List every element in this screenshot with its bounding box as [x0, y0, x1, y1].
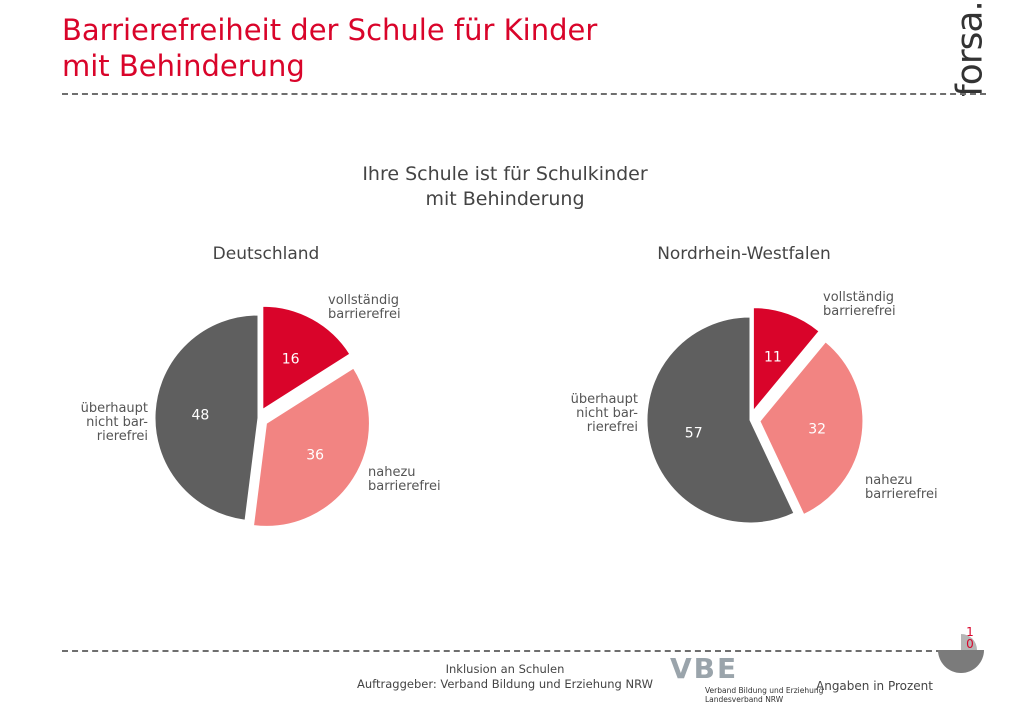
pie-category-label-line: rierefrei — [587, 420, 638, 435]
pie-category-label: vollständig barrierefrei — [823, 290, 896, 319]
chart-title-line-2: mit Behinderung — [425, 188, 585, 210]
pie-category-label-line: barrierefrei — [328, 307, 401, 322]
pie-category-label-line: rierefrei — [97, 429, 148, 444]
pie-category-label-line: nahezu — [368, 465, 416, 480]
vbe-logo-subtitle-2: Landesverband NRW — [705, 695, 784, 704]
vbe-logo-subtitle-1: Verband Bildung und Erziehung — [705, 686, 824, 695]
pie-category-label: überhaupt nicht bar-rierefrei — [571, 392, 639, 435]
pie-value-label: 11 — [764, 349, 782, 365]
pie-slice — [154, 314, 259, 521]
pie-slice — [252, 367, 370, 527]
vbe-logo-subtitle: Verband Bildung und Erziehung Landesverb… — [705, 686, 823, 704]
pie-category-label-line: barrierefrei — [865, 487, 938, 502]
pie-category-label-line: überhaupt — [571, 392, 638, 407]
pie-value-label: 48 — [192, 407, 210, 423]
pie-value-label: 57 — [685, 426, 703, 442]
vbe-logo-letters: VBE — [670, 652, 739, 685]
page-title-line-2: mit Behinderung — [62, 49, 305, 83]
pie-category-label: nahezu barrierefrei — [865, 473, 938, 502]
pie-category-label-line: barrierefrei — [368, 479, 441, 494]
footer-note: Angaben in Prozent — [816, 679, 933, 693]
pie-slice — [759, 341, 864, 516]
pie-subtitle: Nordrhein-Westfalen — [657, 244, 831, 264]
page-number: 1 0 — [963, 626, 977, 650]
pie-category-label-line: nicht bar- — [86, 415, 148, 430]
pie-category-label: überhaupt nicht bar-rierefrei — [81, 401, 149, 444]
page-title-line-1: Barrierefreiheit der Schule für Kinder — [62, 13, 598, 47]
page-number-ornament — [938, 634, 984, 673]
ornament-lower — [938, 650, 984, 673]
page-number-digit-1: 1 — [966, 625, 974, 639]
pie-slice — [646, 316, 795, 524]
pie-value-label: 16 — [282, 352, 300, 368]
page-number-digit-2: 0 — [966, 637, 974, 651]
pie-category-label: vollständig barrierefrei — [328, 293, 401, 322]
pie-category-label: nahezu barrierefrei — [368, 465, 441, 494]
vbe-logo: VBE Verband Bildung und Erziehung Landes… — [670, 652, 823, 708]
page-title: Barrierefreiheit der Schule für Kinder m… — [62, 12, 597, 84]
chart-title-line-1: Ihre Schule ist für Schulkinder — [362, 163, 648, 185]
pie-slice — [262, 305, 351, 411]
pie-value-label: 32 — [808, 421, 826, 437]
pie-slice — [752, 307, 820, 412]
pie-subtitle: Deutschland — [213, 244, 320, 264]
header-divider — [62, 93, 986, 95]
chart-title: Ihre Schule ist für Schulkinder mit Behi… — [280, 162, 730, 212]
pie-category-label-line: vollständig — [328, 293, 399, 308]
footer-info: Inklusion an Schulen Auftraggeber: Verba… — [340, 662, 670, 692]
footer-divider — [62, 650, 942, 652]
footer-line-1: Inklusion an Schulen — [445, 662, 565, 676]
pie-category-label-line: nicht bar- — [576, 406, 638, 421]
ornament-upper — [961, 634, 977, 650]
pie-category-label-line: nahezu — [865, 473, 913, 488]
footer-line-2: Auftraggeber: Verband Bildung und Erzieh… — [356, 677, 654, 691]
pie-category-label-line: überhaupt — [81, 401, 148, 416]
pie-category-label-line: barrierefrei — [823, 304, 896, 319]
pie-value-label: 36 — [306, 447, 324, 463]
pie-category-label-line: vollständig — [823, 290, 894, 305]
